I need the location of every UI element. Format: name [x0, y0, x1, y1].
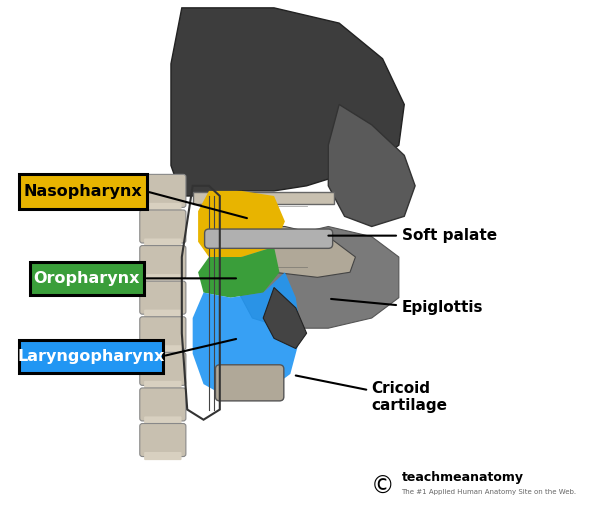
Polygon shape [241, 227, 355, 278]
FancyBboxPatch shape [215, 365, 284, 401]
FancyBboxPatch shape [144, 238, 182, 247]
Polygon shape [171, 8, 404, 196]
FancyBboxPatch shape [140, 424, 186, 456]
FancyBboxPatch shape [144, 345, 182, 353]
FancyBboxPatch shape [205, 229, 332, 248]
Polygon shape [236, 227, 399, 328]
Text: teachmeanatomy: teachmeanatomy [401, 471, 524, 484]
Text: Epiglottis: Epiglottis [401, 300, 483, 316]
Polygon shape [263, 287, 307, 348]
FancyBboxPatch shape [140, 246, 186, 279]
Text: The #1 Applied Human Anatomy Site on the Web.: The #1 Applied Human Anatomy Site on the… [401, 489, 577, 495]
FancyBboxPatch shape [140, 388, 186, 421]
FancyBboxPatch shape [140, 317, 186, 350]
FancyBboxPatch shape [144, 452, 182, 460]
Polygon shape [193, 272, 301, 399]
FancyBboxPatch shape [140, 174, 186, 208]
Polygon shape [198, 247, 280, 298]
Text: Nasopharynx: Nasopharynx [23, 184, 142, 199]
Text: Soft palate: Soft palate [401, 228, 497, 243]
FancyBboxPatch shape [140, 210, 186, 243]
FancyBboxPatch shape [140, 281, 186, 314]
Text: Cricoid
cartilage: Cricoid cartilage [372, 381, 448, 413]
Text: Laryngopharynx: Laryngopharynx [17, 349, 164, 364]
FancyBboxPatch shape [30, 262, 144, 295]
FancyBboxPatch shape [19, 174, 146, 209]
FancyBboxPatch shape [144, 416, 182, 425]
FancyBboxPatch shape [144, 309, 182, 318]
FancyBboxPatch shape [144, 203, 182, 211]
FancyBboxPatch shape [144, 274, 182, 282]
FancyBboxPatch shape [193, 192, 334, 204]
FancyBboxPatch shape [144, 381, 182, 389]
FancyBboxPatch shape [140, 352, 186, 386]
Polygon shape [328, 104, 415, 227]
FancyBboxPatch shape [19, 340, 163, 373]
Text: Oropharynx: Oropharynx [34, 271, 140, 286]
Polygon shape [198, 191, 285, 257]
Text: ©: © [371, 475, 394, 499]
